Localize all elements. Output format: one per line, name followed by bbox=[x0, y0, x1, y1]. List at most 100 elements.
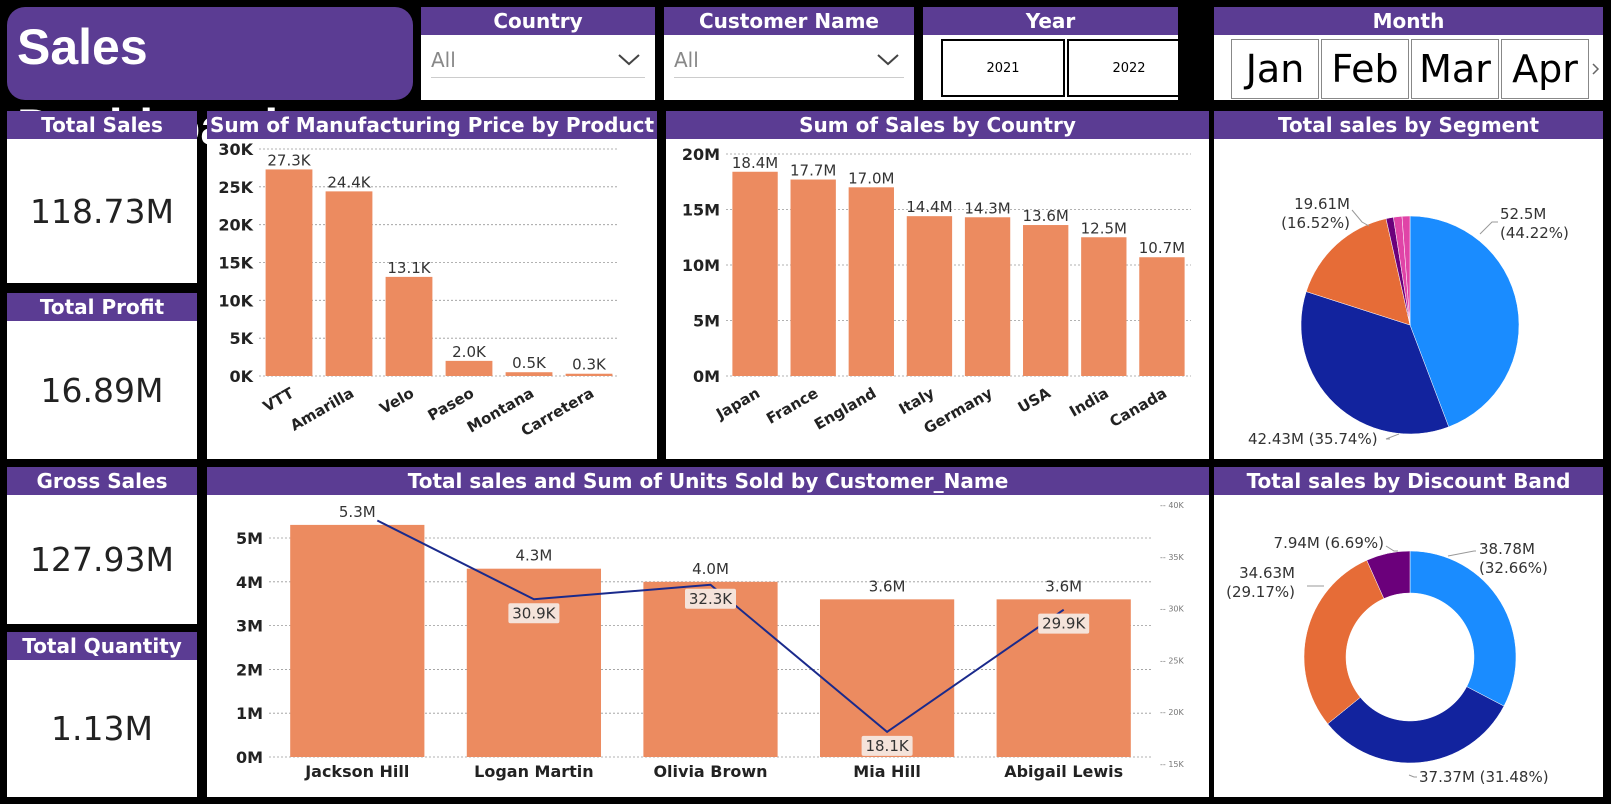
customer-combo-plot: 0M 1M 2M 3M 4M 5M -- 15K -- 20K -- 25K -- 30K -- 3… bbox=[236, 501, 1185, 781]
bar bbox=[819, 599, 955, 757]
data-label: 38.78M (32.66%) bbox=[1479, 540, 1548, 577]
y-tick-label: 20K bbox=[218, 216, 253, 235]
data-label: 42.43M (35.74%) bbox=[1248, 430, 1378, 448]
x-tick-label: Velo bbox=[376, 384, 417, 418]
y-tick-label: 0K bbox=[229, 367, 253, 386]
bar bbox=[466, 568, 602, 757]
x-tick-label: Amarilla bbox=[287, 384, 357, 435]
year-option-2021[interactable]: 2021 bbox=[941, 39, 1065, 97]
x-tick-label: Italy bbox=[896, 384, 938, 419]
country-sales-chart-title: Sum of Sales by Country bbox=[666, 111, 1209, 139]
country-dropdown-value: All bbox=[431, 48, 456, 72]
data-label: 2.0K bbox=[452, 343, 487, 361]
y2-tick-label: -- 20K bbox=[1160, 708, 1184, 717]
month-option-apr[interactable]: Apr bbox=[1501, 39, 1589, 99]
bar bbox=[565, 373, 613, 376]
bar bbox=[643, 581, 778, 757]
y-tick-label: 1M bbox=[236, 704, 263, 723]
data-label: 17.0M bbox=[848, 169, 894, 187]
pie-slice bbox=[1409, 550, 1517, 707]
data-label: 17.7M bbox=[790, 162, 836, 180]
chevron-right-icon[interactable] bbox=[1591, 59, 1601, 79]
data-label: 10.7M bbox=[1139, 239, 1185, 257]
data-label-bg bbox=[861, 735, 913, 756]
data-label: 18.1K bbox=[865, 737, 909, 755]
pie-slice bbox=[1401, 215, 1411, 326]
chevron-down-icon bbox=[618, 54, 640, 66]
data-label: 14.4M bbox=[906, 198, 952, 216]
data-label: 19.61M (16.52%) bbox=[1281, 195, 1350, 232]
data-label: 12.5M bbox=[1081, 219, 1127, 237]
data-label: 32.3K bbox=[689, 590, 733, 608]
data-label: 34.63M (29.17%) bbox=[1226, 564, 1295, 601]
x-tick-label: Japan bbox=[712, 384, 763, 424]
month-option-jan[interactable]: Jan bbox=[1231, 39, 1319, 99]
pie-slice bbox=[1327, 686, 1505, 764]
y-tick-label: 0M bbox=[693, 367, 720, 386]
data-label: 27.3K bbox=[267, 151, 311, 169]
x-tick-label: Mia Hill bbox=[853, 762, 921, 781]
pie-slice bbox=[1303, 559, 1385, 725]
y-tick-label: 15M bbox=[682, 201, 720, 220]
y-tick-label: 5M bbox=[236, 529, 263, 548]
data-label-bg bbox=[508, 603, 560, 624]
segment-pie-chart-title: Total sales by Segment bbox=[1214, 111, 1603, 139]
data-label: 4.0M bbox=[692, 560, 729, 578]
total-sales-value: 118.73M bbox=[30, 191, 174, 231]
y-tick-label: 30K bbox=[218, 140, 253, 159]
data-label: 13.1K bbox=[387, 259, 431, 277]
data-label: 29.9K bbox=[1042, 615, 1086, 633]
bar bbox=[1139, 257, 1185, 376]
bar bbox=[445, 360, 493, 376]
gross-sales-value: 127.93M bbox=[30, 540, 174, 579]
leader-line bbox=[1385, 433, 1400, 440]
x-tick-label: USA bbox=[1015, 384, 1054, 417]
y-tick-label: 3M bbox=[236, 617, 263, 636]
customer-combo-chart-title: Total sales and Sum of Units Sold by Cus… bbox=[207, 467, 1209, 495]
year-slicer-label: Year bbox=[923, 7, 1178, 35]
gross-sales-card: Gross Sales 127.93M bbox=[7, 467, 197, 624]
leader-line bbox=[1408, 774, 1417, 778]
month-slicer: Month Jan Feb Mar Apr bbox=[1214, 7, 1603, 100]
country-dropdown[interactable]: All bbox=[431, 43, 645, 78]
bar bbox=[385, 276, 433, 376]
pie-slice bbox=[1409, 215, 1520, 428]
leader-line bbox=[1447, 550, 1476, 557]
x-tick-label: India bbox=[1066, 384, 1112, 421]
segment-pie-plot: 52.5M (44.22%) 42.43M (35.74%) 19.61M (16.52… bbox=[1248, 195, 1569, 448]
bar bbox=[732, 171, 778, 376]
y-tick-label: 25K bbox=[218, 178, 253, 197]
leader-line bbox=[1479, 221, 1498, 235]
units-line bbox=[376, 519, 1065, 734]
bar bbox=[1023, 225, 1069, 376]
total-profit-value: 16.89M bbox=[40, 370, 164, 410]
discount-donut-chart: Total sales by Discount Band 38.78M (32.6… bbox=[1214, 467, 1603, 797]
y-tick-label: 0M bbox=[236, 748, 263, 767]
data-label-bg bbox=[1038, 613, 1090, 634]
year-option-2022[interactable]: 2022 bbox=[1067, 39, 1178, 97]
y-tick-label: 20M bbox=[682, 145, 720, 164]
y2-tick-label: -- 30K bbox=[1160, 605, 1184, 614]
month-option-mar[interactable]: Mar bbox=[1411, 39, 1499, 99]
customer-dropdown[interactable]: All bbox=[674, 43, 904, 78]
bar bbox=[505, 372, 553, 376]
month-slicer-label: Month bbox=[1214, 7, 1603, 35]
leader-line bbox=[1351, 209, 1370, 227]
x-tick-label: Canada bbox=[1107, 384, 1170, 431]
gross-sales-label: Gross Sales bbox=[7, 467, 197, 495]
y-tick-label: 2M bbox=[236, 660, 263, 679]
pie-slice bbox=[1305, 218, 1411, 326]
total-profit-card: Total Profit 16.89M bbox=[7, 293, 197, 459]
data-label: 0.5K bbox=[512, 354, 547, 372]
y2-tick-label: -- 40K bbox=[1160, 501, 1184, 510]
dashboard-title: Sales Dashboard bbox=[7, 7, 413, 155]
bar bbox=[265, 169, 313, 376]
bar bbox=[906, 216, 953, 376]
y-tick-label: 5K bbox=[229, 329, 253, 348]
month-option-feb[interactable]: Feb bbox=[1321, 39, 1409, 99]
country-sales-chart: Sum of Sales by Country 0M 5M 10M 15M 20M 18.… bbox=[666, 111, 1209, 459]
total-quantity-label: Total Quantity bbox=[7, 632, 197, 660]
data-label: 18.4M bbox=[732, 154, 778, 172]
bar bbox=[964, 217, 1011, 376]
